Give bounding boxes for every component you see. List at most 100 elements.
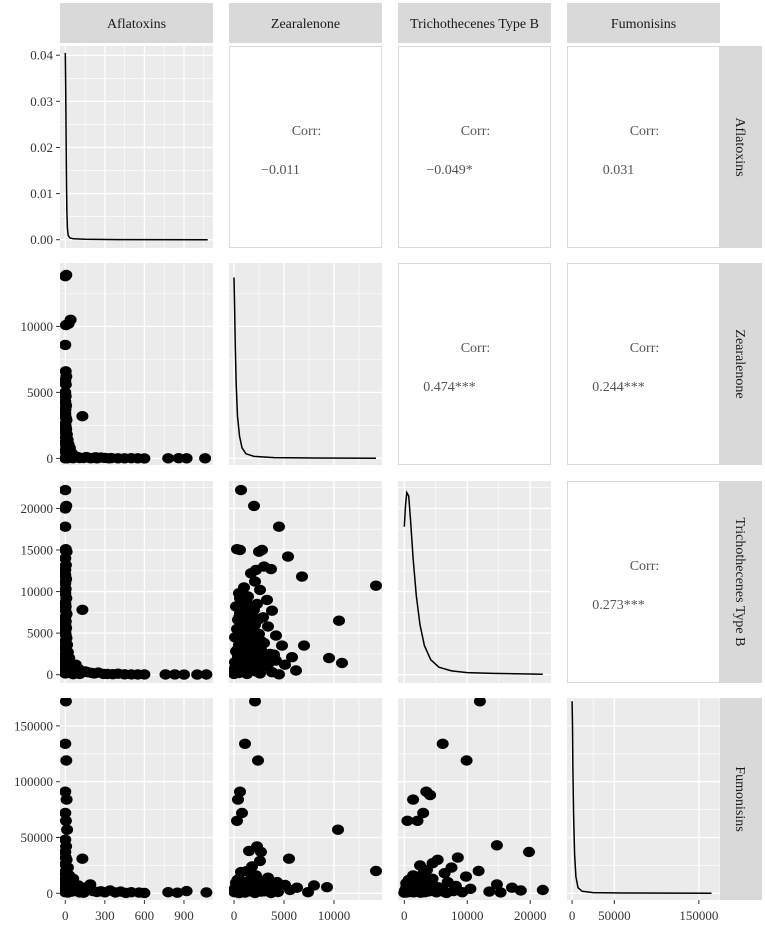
column-strip-bg — [567, 3, 720, 43]
scatter-points — [229, 484, 382, 680]
x-tick-label: 0 — [569, 908, 576, 923]
data-point — [138, 669, 151, 680]
data-point — [178, 669, 190, 680]
data-point — [401, 815, 414, 826]
data-point — [407, 794, 420, 805]
y-tick-label: 5000 — [27, 626, 53, 641]
y-tick-label: 0 — [47, 451, 54, 466]
y-axis-row-3: 0 50000 100000 150000 — [14, 718, 60, 901]
data-point — [171, 887, 184, 898]
column-strip-label: Trichothecenes Type B — [410, 17, 539, 32]
data-point — [472, 865, 485, 877]
data-point — [249, 576, 261, 587]
data-point — [76, 411, 89, 422]
panel-bg — [60, 263, 213, 465]
data-point — [180, 453, 193, 464]
data-point — [231, 815, 243, 826]
data-point — [60, 698, 72, 707]
data-point — [514, 885, 527, 896]
corr-panel-bg — [567, 263, 720, 465]
data-point — [424, 789, 437, 801]
data-point — [72, 663, 85, 675]
data-point — [73, 452, 86, 464]
panel-r1-c3: Corr: 0.244*** — [567, 263, 720, 465]
data-point — [162, 453, 175, 464]
data-point — [60, 521, 72, 532]
panel-bg — [60, 481, 213, 683]
data-point — [523, 846, 535, 858]
column-strip-label: Aflatoxins — [107, 17, 166, 32]
data-point — [438, 868, 451, 879]
data-point — [248, 500, 260, 512]
corr-panel-bg — [398, 46, 551, 248]
data-point — [263, 657, 275, 669]
column-strip-2: Trichothecenes Type B — [398, 3, 551, 43]
panel-r0-c0 — [60, 46, 213, 248]
row-strip-label: Zearalenone — [732, 329, 747, 398]
data-point — [245, 568, 257, 579]
data-point — [60, 738, 72, 749]
data-point — [60, 484, 72, 496]
data-point — [256, 544, 268, 556]
corr-label: Corr: — [630, 559, 660, 574]
x-tick-label: 300 — [95, 908, 115, 923]
y-tick-label: 10000 — [21, 319, 54, 334]
data-point — [199, 453, 212, 464]
row-strip-label: Fumonisins — [732, 766, 747, 831]
y-tick-label: 0.00 — [30, 232, 53, 247]
data-point — [76, 604, 89, 615]
row-strip-3: Fumonisins — [720, 698, 762, 900]
data-point — [417, 807, 430, 819]
y-tick-label: 0.01 — [30, 186, 53, 201]
data-point — [255, 846, 267, 858]
data-point — [77, 887, 90, 898]
corr-value: 0.474*** — [423, 380, 476, 395]
x-tick-label: 10000 — [451, 908, 484, 923]
data-point — [236, 608, 248, 620]
column-strip-0: Aflatoxins — [60, 3, 213, 43]
data-point — [270, 630, 282, 641]
panel-r3-c3 — [567, 698, 720, 900]
x-tick-label: 900 — [174, 908, 194, 923]
corr-panel-bg — [567, 46, 720, 248]
data-point — [276, 640, 288, 651]
data-point — [234, 786, 246, 797]
data-point — [90, 453, 103, 464]
corr-value: 0.244*** — [592, 380, 645, 395]
data-point — [261, 594, 273, 606]
data-point — [60, 339, 72, 351]
panel-r3-c2 — [398, 698, 551, 900]
y-tick-label: 15000 — [21, 542, 54, 557]
corr-label: Corr: — [292, 124, 322, 139]
data-point — [180, 885, 193, 897]
data-point — [234, 593, 246, 604]
panel-r3-c1 — [229, 698, 382, 900]
data-point — [60, 807, 72, 819]
data-point — [490, 879, 503, 890]
corr-value: 0.273*** — [592, 598, 645, 613]
panel-r0-c3: Corr: 0.031 — [567, 46, 720, 248]
data-point — [60, 500, 73, 512]
row-strip-1: Zearalenone — [720, 263, 762, 465]
data-point — [266, 605, 278, 616]
data-point — [268, 649, 280, 660]
data-point — [483, 886, 496, 897]
row-strip-label: Trichothecenes Type B — [732, 518, 747, 647]
scatter-points — [60, 484, 213, 680]
data-point — [333, 615, 345, 626]
data-point — [234, 544, 246, 556]
column-strip-1: Zearalenone — [229, 3, 382, 43]
data-point — [168, 669, 181, 680]
data-point — [252, 755, 264, 766]
panel-r2-c1 — [229, 481, 382, 683]
panel-r2-c0 — [60, 481, 213, 683]
data-point — [370, 580, 382, 591]
data-point — [247, 632, 259, 644]
corr-panel-bg — [398, 263, 551, 465]
scatter-points — [60, 698, 213, 899]
corr-label: Corr: — [630, 341, 660, 356]
density-line — [64, 52, 208, 241]
density-line — [233, 277, 377, 460]
corr-panel-bg — [567, 481, 720, 683]
data-point — [232, 794, 244, 805]
